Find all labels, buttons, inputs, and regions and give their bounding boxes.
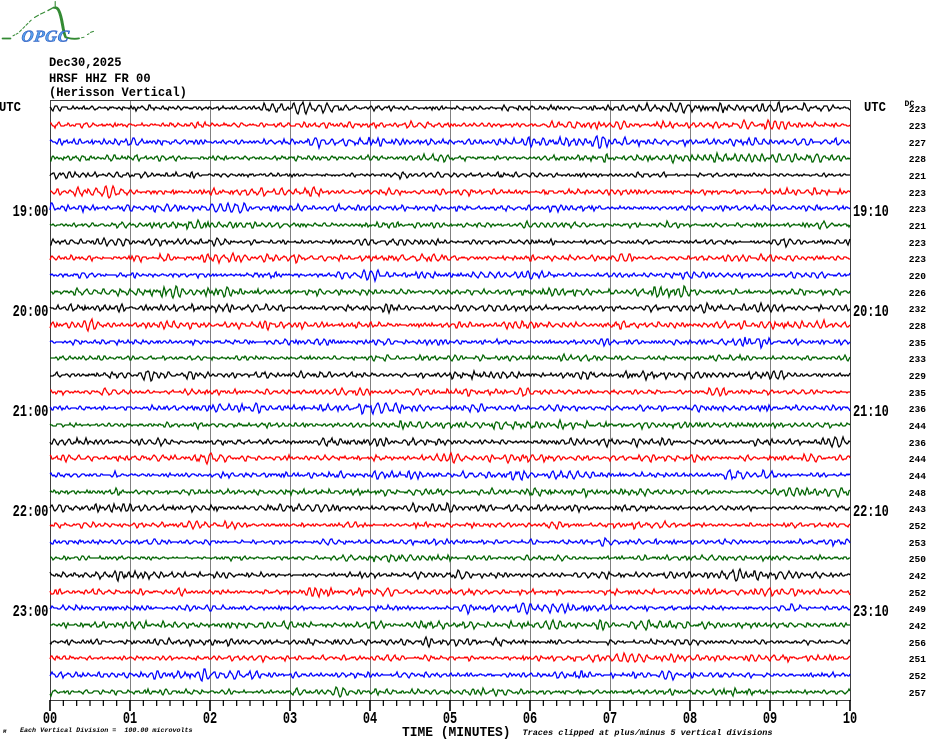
svg-text:OPGC: OPGC [20,27,71,46]
